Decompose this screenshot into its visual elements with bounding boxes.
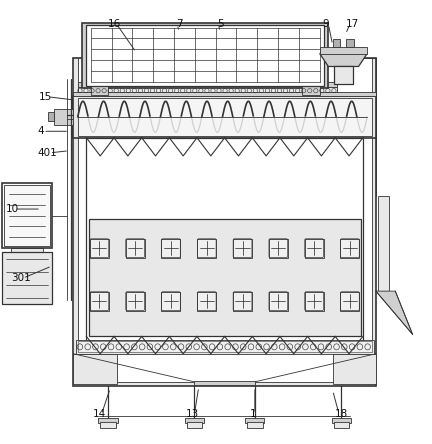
Bar bbox=[340, 292, 359, 311]
Text: 17: 17 bbox=[346, 19, 359, 29]
Bar bbox=[332, 418, 351, 423]
Bar bbox=[100, 422, 116, 428]
Bar bbox=[73, 92, 376, 96]
Bar bbox=[185, 418, 204, 423]
Bar bbox=[86, 138, 363, 341]
Bar bbox=[333, 39, 340, 47]
Bar bbox=[91, 86, 108, 95]
Polygon shape bbox=[376, 291, 413, 334]
Bar bbox=[334, 67, 353, 84]
Bar bbox=[2, 290, 52, 297]
Text: 5: 5 bbox=[217, 19, 224, 29]
Bar bbox=[48, 112, 54, 121]
Bar bbox=[73, 96, 376, 138]
Polygon shape bbox=[333, 354, 376, 384]
Bar bbox=[320, 82, 337, 87]
Bar bbox=[78, 87, 337, 95]
Bar bbox=[82, 23, 328, 88]
Text: 4: 4 bbox=[38, 126, 44, 136]
Bar bbox=[378, 196, 389, 291]
Bar bbox=[346, 39, 354, 47]
Bar bbox=[334, 422, 349, 428]
Bar bbox=[90, 239, 109, 258]
Bar bbox=[78, 98, 372, 135]
Text: 401: 401 bbox=[38, 148, 57, 158]
Bar bbox=[11, 248, 43, 291]
Bar bbox=[90, 292, 109, 311]
Bar bbox=[76, 340, 374, 354]
Bar bbox=[305, 239, 324, 258]
Bar bbox=[320, 47, 367, 54]
Bar bbox=[89, 219, 361, 337]
Bar bbox=[4, 185, 50, 246]
Bar bbox=[98, 418, 118, 423]
Bar bbox=[126, 292, 145, 311]
Bar bbox=[305, 292, 324, 311]
Bar bbox=[78, 58, 372, 382]
Bar bbox=[126, 239, 145, 258]
Bar bbox=[162, 239, 181, 258]
Text: 15: 15 bbox=[39, 92, 52, 102]
Bar bbox=[245, 418, 264, 423]
Text: 13: 13 bbox=[186, 409, 199, 419]
Bar bbox=[340, 239, 359, 258]
Bar bbox=[73, 58, 376, 386]
Text: 9: 9 bbox=[323, 19, 330, 29]
Bar bbox=[54, 109, 73, 125]
Polygon shape bbox=[320, 54, 367, 67]
Bar bbox=[269, 239, 288, 258]
Bar bbox=[78, 82, 95, 87]
Text: 14: 14 bbox=[93, 409, 106, 419]
Text: 16: 16 bbox=[108, 19, 121, 29]
Text: 18: 18 bbox=[335, 409, 348, 419]
Bar bbox=[233, 239, 252, 258]
Text: 10: 10 bbox=[6, 204, 19, 214]
Bar bbox=[197, 239, 216, 258]
Text: 7: 7 bbox=[176, 19, 183, 29]
Bar bbox=[78, 341, 372, 353]
Bar bbox=[194, 381, 255, 385]
Text: 301: 301 bbox=[11, 273, 31, 283]
Bar bbox=[197, 292, 216, 311]
Bar bbox=[2, 252, 52, 304]
Bar bbox=[2, 183, 52, 248]
Bar bbox=[247, 422, 263, 428]
Bar bbox=[233, 292, 252, 311]
Bar bbox=[187, 422, 202, 428]
Text: 1: 1 bbox=[249, 409, 256, 419]
Bar bbox=[269, 292, 288, 311]
Bar bbox=[162, 292, 181, 311]
Bar bbox=[86, 25, 324, 86]
Bar bbox=[302, 86, 320, 95]
Polygon shape bbox=[73, 354, 117, 384]
